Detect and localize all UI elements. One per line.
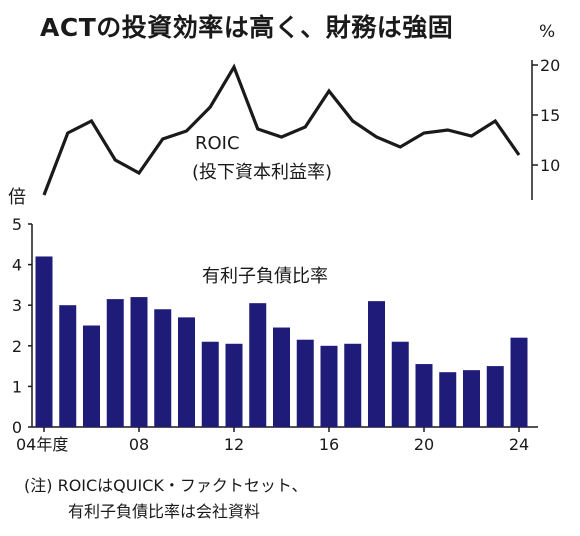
bar-x-tick-label: 24 (509, 435, 529, 454)
debt-ratio-bar (439, 372, 457, 427)
note-line-1: (注) ROICはQUICK・ファクトセット、 (24, 476, 308, 495)
bar-x-tick-label: 04年度 (16, 435, 68, 454)
debt-ratio-bar (83, 325, 100, 427)
bar-y-tick-label: 1 (12, 377, 22, 396)
debt-ratio-bar (249, 303, 267, 427)
debt-ratio-bar (178, 317, 195, 427)
roic-series-line (42, 63, 521, 196)
roic-unit-label: % (539, 22, 556, 42)
debt-ratio-bar (391, 341, 409, 427)
debt-ratio-bar (463, 370, 480, 427)
debt-ratio-bar (368, 301, 385, 427)
debt-ratio-bar (320, 345, 338, 427)
debt-ratio-bar (59, 305, 77, 427)
chart-title: ACTの投資効率は高く、財務は強固 (40, 13, 454, 42)
debt-ratio-bar (35, 256, 53, 427)
debt-ratio-bar (344, 343, 362, 427)
bar-y-tick-label: 0 (12, 418, 22, 437)
debt-ratio-bar (510, 337, 528, 427)
bar-x-tick-label: 16 (319, 435, 339, 454)
roic-series-label-1: ROIC (195, 133, 240, 154)
debt-ratio-bar (225, 343, 243, 427)
note-line-2: 有利子負債比率は会社資料 (68, 502, 261, 521)
bar-y-tick-label: 2 (12, 337, 22, 356)
bar-y-tick-label: 4 (12, 256, 22, 275)
bar-y-tick-label: 5 (12, 215, 22, 234)
bar-y-tick-label: 3 (12, 296, 22, 315)
debt-ratio-unit-label: 倍 (8, 187, 26, 208)
debt-ratio-bar (486, 366, 504, 427)
roic-y-tick-label: 15 (540, 106, 560, 125)
roic-series-label-2: (投下資本利益率) (192, 162, 333, 183)
roic-line-chart: 10 15 20 (42, 56, 560, 200)
roic-y-tick-label: 10 (540, 156, 560, 175)
debt-ratio-bar (154, 309, 172, 427)
debt-ratio-bar (106, 299, 124, 427)
debt-ratio-series-label: 有利子負債比率 (202, 266, 328, 287)
debt-ratio-bar (296, 339, 314, 427)
debt-ratio-bar (415, 364, 433, 427)
bar-x-tick-label: 12 (224, 435, 244, 454)
debt-ratio-bar (201, 341, 219, 427)
roic-y-tick-label: 20 (540, 56, 560, 75)
bar-x-tick-label: 20 (414, 435, 434, 454)
bar-x-tick-label: 08 (129, 435, 149, 454)
debt-ratio-bar (273, 327, 290, 427)
debt-ratio-bar (130, 297, 148, 427)
